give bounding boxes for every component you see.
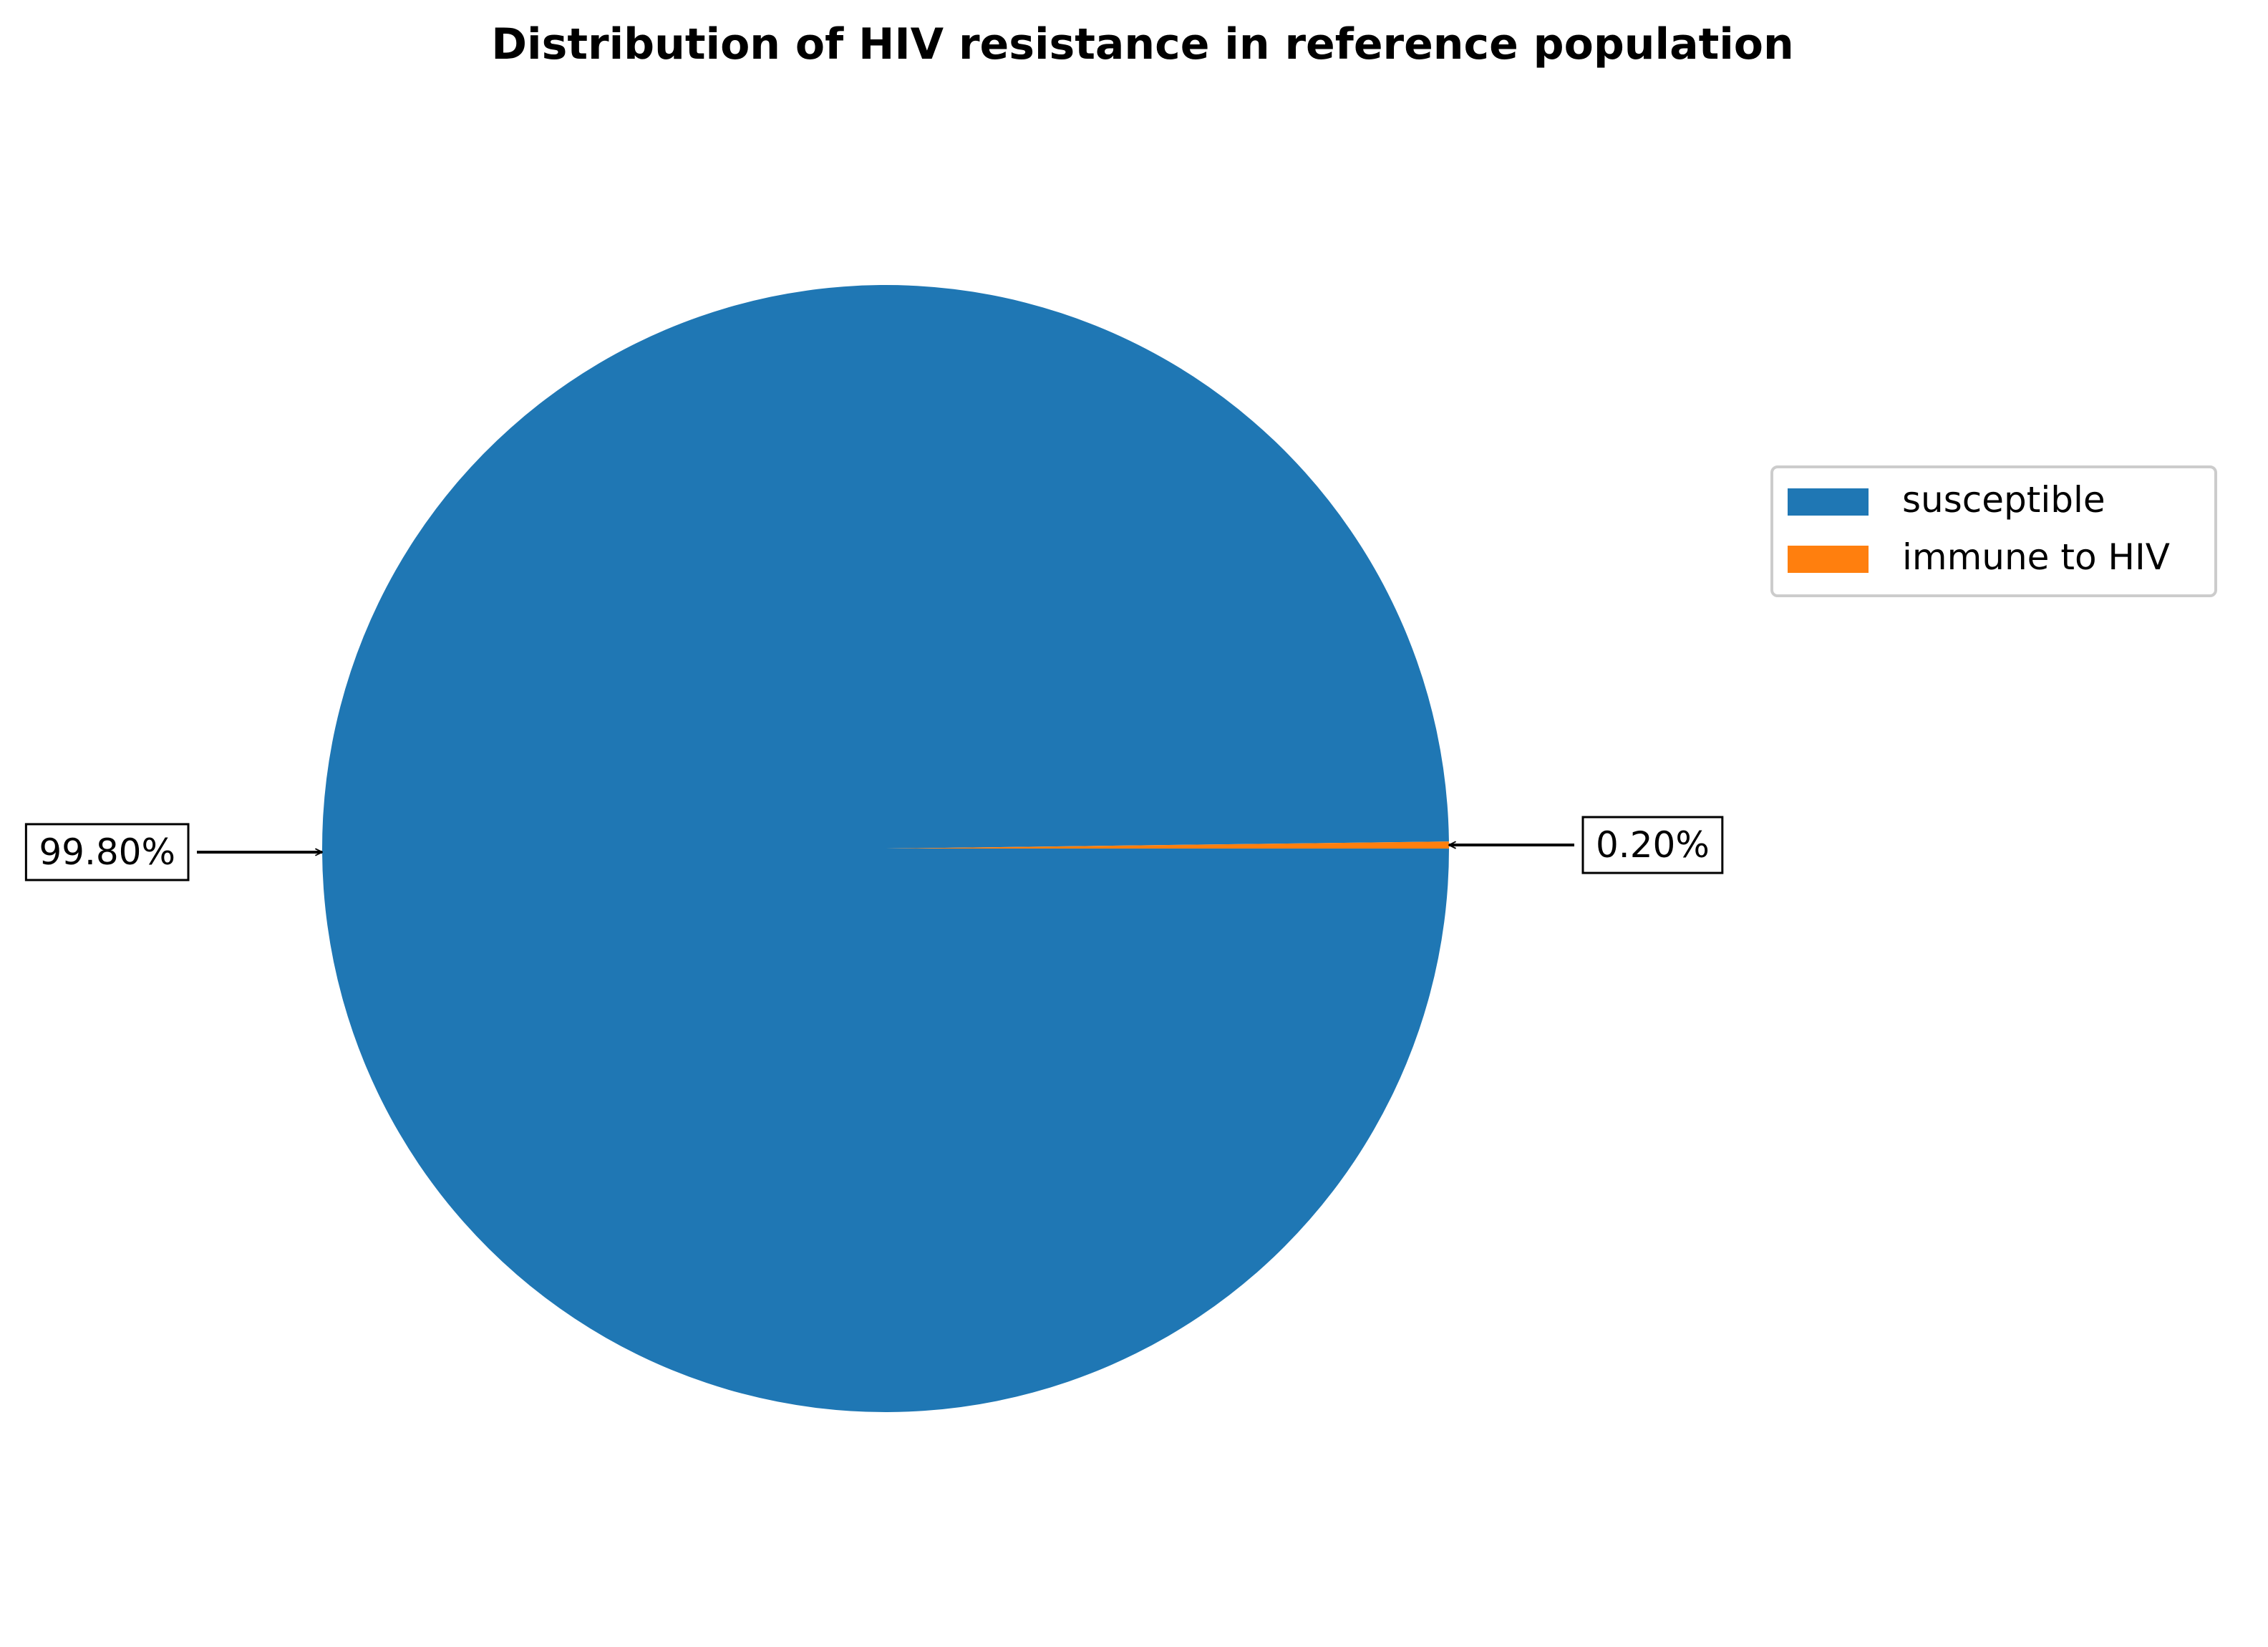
slice-labels: 99.80% 0.20% (24, 816, 1724, 882)
pie-slices (321, 284, 1449, 1412)
legend-box (1770, 465, 2217, 597)
chart-title: Distribution of HIV resistance in refere… (491, 19, 1794, 69)
slice-label: 0.20% (1596, 824, 1710, 866)
pie-slice-susceptible (321, 284, 1449, 1412)
legend-swatch-susceptible (1788, 488, 1869, 516)
legend: susceptible immune to HIV (1770, 465, 2217, 597)
legend-swatch-immune (1788, 546, 1869, 573)
slice-label-box (24, 823, 190, 882)
pie-slice-immune-to-hiv (886, 841, 1449, 849)
slice-label: 99.80% (39, 831, 175, 873)
legend-label-susceptible: susceptible (1902, 479, 2105, 521)
slice-label-box (1581, 816, 1724, 874)
legend-label-immune: immune to HIV (1902, 536, 2170, 578)
